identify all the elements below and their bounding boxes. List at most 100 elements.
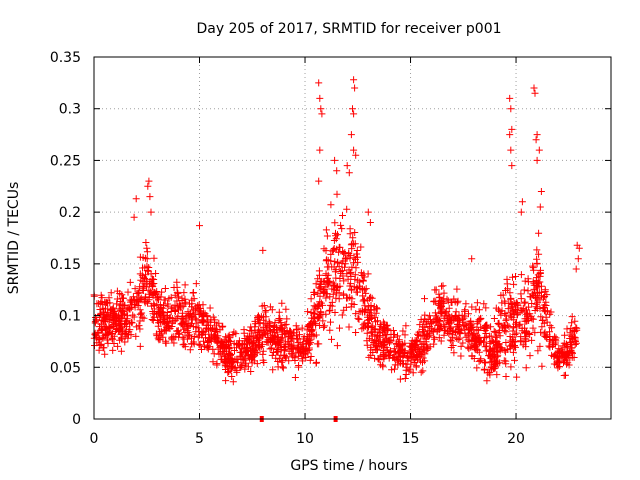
data-point: [502, 339, 510, 346]
data-point: [419, 354, 427, 362]
data-point: [468, 303, 476, 311]
data-point: [509, 307, 517, 315]
data-point: [256, 319, 264, 327]
data-point: [571, 317, 579, 325]
data-point: [266, 303, 274, 311]
data-point: [503, 315, 510, 323]
data-point: [247, 323, 255, 331]
data-point: [102, 305, 109, 313]
data-point: [388, 366, 396, 374]
data-point: [344, 275, 352, 283]
data-point: [517, 208, 525, 216]
data-point: [467, 321, 475, 329]
data-point: [475, 316, 483, 324]
data-point: [255, 343, 263, 351]
data-point: [177, 304, 185, 312]
data-point: [323, 256, 331, 264]
data-point: [339, 257, 347, 265]
data-point: [481, 359, 489, 367]
data-point: [313, 358, 320, 366]
data-point: [536, 203, 544, 211]
data-point: [457, 342, 465, 350]
data-point: [143, 280, 151, 288]
data-point: [349, 234, 357, 242]
data-point: [554, 364, 562, 372]
data-point: [279, 364, 287, 372]
data-point: [157, 327, 165, 335]
data-point: [316, 312, 324, 320]
data-point: [98, 326, 106, 334]
data-point: [354, 288, 361, 296]
data-point: [569, 349, 576, 357]
data-point: [551, 341, 559, 349]
data-point: [131, 303, 139, 311]
data-point: [456, 316, 464, 324]
data-point: [316, 94, 324, 102]
data-point: [345, 323, 353, 331]
x-tick-label: 0: [90, 431, 99, 447]
data-point: [530, 84, 538, 92]
data-point: [175, 330, 183, 338]
data-point: [97, 299, 105, 307]
data-point: [287, 341, 295, 349]
data-point: [517, 271, 525, 279]
data-point: [138, 271, 146, 279]
data-point: [332, 235, 340, 243]
data-point: [188, 314, 196, 322]
data-point: [162, 339, 170, 347]
data-point: [379, 363, 387, 371]
data-point: [379, 332, 387, 340]
data-point: [546, 328, 553, 336]
data-point: [321, 322, 329, 330]
data-point: [262, 307, 270, 314]
data-point: [367, 306, 375, 314]
data-point: [533, 300, 541, 308]
data-point: [113, 300, 121, 308]
data-point: [308, 314, 316, 322]
data-point: [160, 301, 167, 309]
data-point: [274, 347, 282, 355]
x-tick-label: 20: [507, 431, 525, 447]
data-point: [195, 311, 203, 318]
data-point: [192, 305, 200, 313]
data-point: [417, 316, 425, 324]
data-point: [275, 339, 283, 347]
data-point: [468, 255, 476, 263]
data-point: [367, 328, 375, 336]
data-point: [259, 356, 267, 364]
data-point: [343, 270, 351, 278]
data-point: [159, 311, 167, 319]
data-point: [459, 339, 467, 347]
data-point: [313, 340, 321, 348]
data-point: [384, 337, 392, 345]
data-point: [130, 213, 138, 221]
data-point: [118, 294, 126, 302]
data-point: [329, 282, 337, 290]
data-point: [485, 332, 493, 340]
data-point: [158, 288, 166, 296]
data-point: [144, 182, 152, 190]
data-point: [522, 364, 530, 372]
data-point: [96, 335, 104, 343]
data-point: [423, 331, 431, 339]
data-point: [520, 299, 528, 307]
data-point: [222, 358, 230, 366]
data-point: [521, 298, 529, 306]
data-point: [196, 341, 204, 349]
data-point: [445, 311, 453, 319]
data-point: [336, 275, 344, 282]
data-point: [506, 309, 514, 317]
data-point: [448, 317, 456, 325]
data-point: [511, 342, 518, 349]
data-point: [526, 352, 534, 360]
data-point: [221, 344, 229, 352]
data-point: [443, 295, 451, 303]
data-point: [136, 342, 144, 350]
data-point: [322, 247, 330, 255]
data-point: [110, 323, 118, 331]
data-point: [187, 312, 195, 320]
data-point: [225, 355, 233, 363]
data-point: [447, 323, 455, 331]
data-point: [493, 348, 501, 356]
data-point: [195, 340, 203, 348]
